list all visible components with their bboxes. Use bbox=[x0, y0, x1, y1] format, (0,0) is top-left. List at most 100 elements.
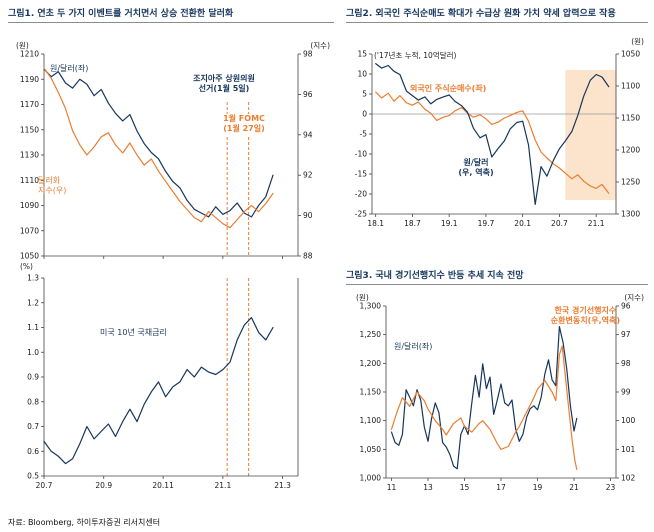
fig1-fomc-annotation: 1월 FOMC (1월 27일) bbox=[198, 114, 290, 135]
svg-text:-15: -15 bbox=[355, 170, 367, 179]
svg-text:1090: 1090 bbox=[20, 201, 39, 210]
svg-text:15: 15 bbox=[357, 50, 367, 59]
figure1-chart: 1210 1190 1170 1150 1130 1110 1090 1070 1050 98 96… bbox=[8, 24, 334, 510]
svg-text:23: 23 bbox=[606, 483, 616, 492]
svg-text:1130: 1130 bbox=[20, 151, 39, 160]
svg-text:19.1: 19.1 bbox=[441, 219, 458, 228]
fig1-won-dollar-label: 원/달러(좌) bbox=[50, 64, 89, 73]
svg-text:1200: 1200 bbox=[621, 146, 640, 155]
fig1-dollar-index-line1: 달러화 bbox=[38, 176, 61, 185]
fig1-fomc-line2: (1월 27일) bbox=[223, 124, 265, 134]
svg-text:101: 101 bbox=[621, 445, 636, 454]
fig2-won-dollar-line1: 원/달러 bbox=[463, 158, 489, 167]
svg-text:1170: 1170 bbox=[20, 100, 39, 109]
fig3-leading-index-label: 한국 경기선행지수 순환변동치(우,역축) bbox=[551, 306, 620, 327]
svg-text:1,300: 1,300 bbox=[360, 302, 382, 311]
figure3-chart: 1,300 1,250 1,200 1,150 1,100 1,050 1,000 96 97 9… bbox=[346, 286, 648, 518]
svg-text:10: 10 bbox=[357, 70, 367, 79]
svg-text:20.7: 20.7 bbox=[551, 219, 568, 228]
svg-text:0.8: 0.8 bbox=[27, 397, 39, 406]
fig1-ust10y-label: 미국 10년 국채금리 bbox=[100, 328, 167, 337]
svg-text:1,200: 1,200 bbox=[360, 359, 382, 368]
svg-text:99: 99 bbox=[621, 388, 631, 397]
svg-text:21.3: 21.3 bbox=[274, 481, 291, 490]
svg-text:15: 15 bbox=[460, 483, 470, 492]
svg-text:13: 13 bbox=[423, 483, 433, 492]
fig1-georgia-line1: 조지아주 상원의원 bbox=[193, 74, 255, 83]
fig1-georgia-election-annotation: 조지아주 상원의원 선거(1월 5일) bbox=[158, 74, 290, 95]
svg-text:20.9: 20.9 bbox=[95, 481, 112, 490]
svg-text:20.7: 20.7 bbox=[36, 481, 53, 490]
fig3-right-axis-unit: (지수) bbox=[624, 293, 644, 302]
fig1-fomc-line1: 1월 FOMC bbox=[223, 114, 265, 123]
fig1-bottom-axis-unit: (%) bbox=[20, 262, 33, 271]
svg-text:0.9: 0.9 bbox=[27, 373, 39, 382]
fig1-left-axis-unit: (원) bbox=[16, 41, 29, 50]
svg-text:1250: 1250 bbox=[621, 178, 640, 187]
svg-text:96: 96 bbox=[621, 302, 631, 311]
svg-text:1100: 1100 bbox=[621, 82, 640, 91]
fig1-right-axis-unit: (지수) bbox=[310, 41, 330, 50]
svg-text:1,050: 1,050 bbox=[360, 445, 382, 454]
svg-text:1.1: 1.1 bbox=[27, 323, 39, 332]
svg-text:1.0: 1.0 bbox=[27, 348, 39, 357]
fig2-left-axis-unit: ('17년초 누적, 10억달러) bbox=[374, 51, 457, 60]
svg-text:5: 5 bbox=[362, 90, 367, 99]
fig2-right-axis-unit: (원) bbox=[631, 37, 644, 46]
svg-text:1.3: 1.3 bbox=[27, 274, 39, 283]
fig1-georgia-line2: 선거(1월 5일) bbox=[198, 84, 250, 94]
svg-text:97: 97 bbox=[621, 330, 631, 339]
svg-text:-5: -5 bbox=[360, 130, 368, 139]
svg-text:21.1: 21.1 bbox=[215, 481, 232, 490]
svg-text:88: 88 bbox=[303, 252, 313, 261]
svg-text:21: 21 bbox=[569, 483, 579, 492]
svg-text:94: 94 bbox=[303, 130, 313, 139]
svg-text:96: 96 bbox=[303, 90, 313, 99]
svg-text:102: 102 bbox=[621, 474, 636, 483]
figure2-title: 그림2. 외국인 주식순매도 확대가 수급상 원화 가치 약세 압력으로 작용 bbox=[346, 6, 648, 23]
svg-text:1210: 1210 bbox=[20, 50, 39, 59]
fig2-line-chart: 151050-5-10-15-20-2510501100115012001250… bbox=[355, 50, 641, 229]
svg-text:92: 92 bbox=[303, 171, 313, 180]
svg-text:1110: 1110 bbox=[20, 176, 39, 185]
svg-text:1300: 1300 bbox=[621, 210, 640, 219]
svg-text:0.7: 0.7 bbox=[27, 422, 39, 431]
fig3-left-axis-unit: (원) bbox=[356, 293, 369, 302]
svg-text:-10: -10 bbox=[355, 150, 367, 159]
fig3-leading-line1: 한국 경기선행지수 bbox=[554, 306, 617, 315]
fig1-combined-line-chart: 1210 1190 1170 1150 1130 1110 1090 1070 1050 98 96… bbox=[20, 50, 313, 491]
fig1-dollar-index-label: 달러화 지수(우) bbox=[38, 176, 66, 197]
svg-text:1150: 1150 bbox=[20, 125, 39, 134]
svg-text:1,100: 1,100 bbox=[360, 416, 382, 425]
fig1-dollar-index-line2: 지수(우) bbox=[38, 186, 67, 196]
svg-text:18.1: 18.1 bbox=[367, 219, 384, 228]
svg-text:11: 11 bbox=[387, 483, 397, 492]
svg-text:1050: 1050 bbox=[621, 50, 640, 59]
svg-text:21.1: 21.1 bbox=[588, 219, 605, 228]
fig3-line-chart: 1,300 1,250 1,200 1,150 1,100 1,050 1,000 96 97 9… bbox=[360, 302, 636, 493]
svg-text:100: 100 bbox=[621, 416, 636, 425]
svg-text:-20: -20 bbox=[355, 190, 367, 199]
svg-text:0: 0 bbox=[362, 110, 367, 119]
fig2-won-dollar-line2: (우, 역축) bbox=[458, 168, 494, 178]
svg-text:18.7: 18.7 bbox=[404, 219, 421, 228]
svg-text:19.7: 19.7 bbox=[478, 219, 495, 228]
svg-text:1150: 1150 bbox=[621, 114, 640, 123]
source-note: 자료: Bloomberg, 하이투자증권 리서치센터 bbox=[8, 518, 161, 527]
figure1-title: 그림1. 연초 두 가지 이벤트를 거치면서 상승 전환한 달러화 bbox=[8, 6, 334, 23]
svg-text:1,150: 1,150 bbox=[360, 388, 382, 397]
svg-text:1190: 1190 bbox=[20, 75, 39, 84]
fig3-won-dollar-label: 원/달러(좌) bbox=[394, 342, 433, 351]
svg-text:98: 98 bbox=[621, 359, 631, 368]
svg-text:0.6: 0.6 bbox=[27, 447, 39, 456]
fig2-won-dollar-label: 원/달러 (우, 역축) bbox=[444, 158, 508, 179]
svg-text:1.2: 1.2 bbox=[27, 298, 39, 307]
svg-text:98: 98 bbox=[303, 50, 313, 59]
svg-text:17: 17 bbox=[496, 483, 506, 492]
svg-text:20.1: 20.1 bbox=[514, 219, 531, 228]
svg-text:1050: 1050 bbox=[20, 252, 39, 261]
svg-text:20.11: 20.11 bbox=[152, 481, 174, 490]
svg-text:19: 19 bbox=[533, 483, 543, 492]
svg-text:1070: 1070 bbox=[20, 226, 39, 235]
